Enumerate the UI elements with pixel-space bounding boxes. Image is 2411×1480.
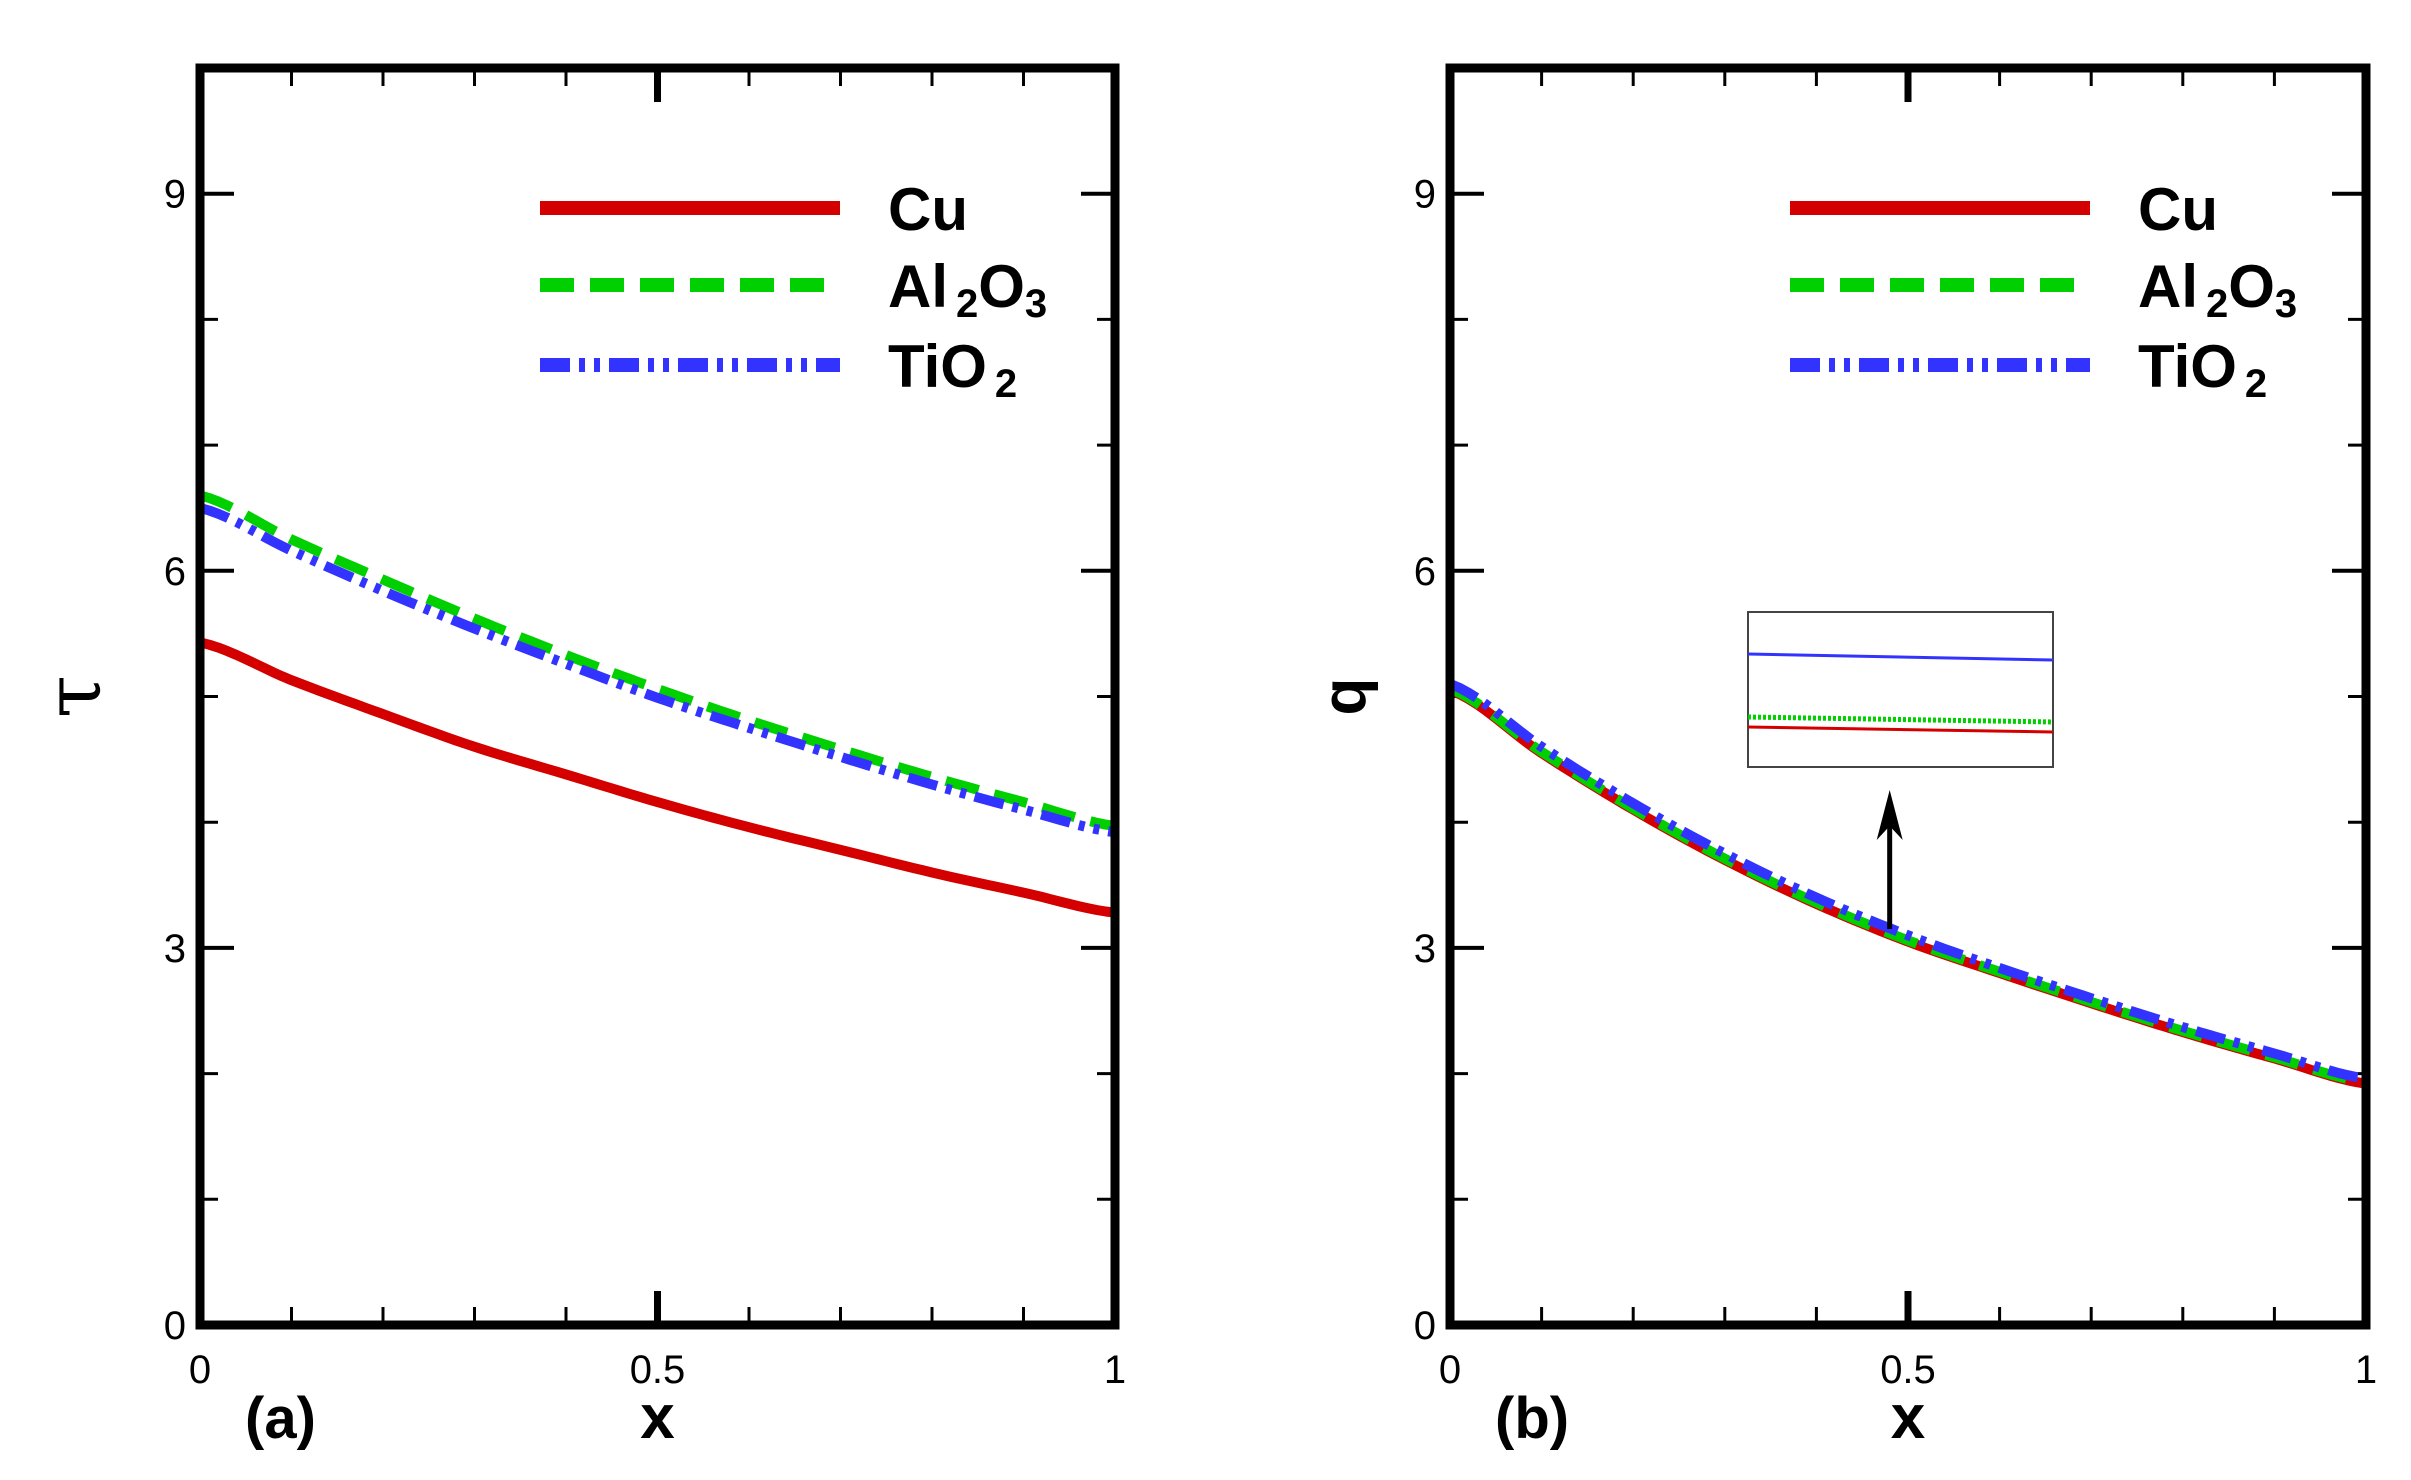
legend-subscript: 3 xyxy=(1025,282,1047,326)
x-tick-label: 1 xyxy=(2355,1348,2377,1392)
legend-label-tio2: TiO 2 xyxy=(2138,333,2267,406)
legend-label-al2o3: Al 2O3 xyxy=(2138,253,2297,326)
panel-label: (a) xyxy=(245,1386,316,1451)
series-line-tio2 xyxy=(198,503,1116,838)
legend-main-text: Cu xyxy=(888,176,968,243)
legend-main-text: O xyxy=(2228,253,2275,320)
y-tick-label: 0 xyxy=(1414,1304,1436,1348)
series-line-cu xyxy=(198,637,1116,918)
inset-line-al2o3 xyxy=(1747,714,2054,725)
panel-label: (b) xyxy=(1495,1386,1569,1451)
legend-main-text: TiO xyxy=(888,333,987,400)
y-tick-label: 9 xyxy=(164,173,186,217)
inset-line-tio2 xyxy=(1747,652,2054,662)
legend-subscript: 2 xyxy=(2206,282,2228,326)
y-tick-label: 6 xyxy=(164,550,186,594)
y-tick-label: 3 xyxy=(164,927,186,971)
x-axis-title: x xyxy=(640,1383,675,1452)
legend-subscript: 2 xyxy=(995,362,1017,406)
legend-main-text: Al xyxy=(888,253,948,320)
y-tick-label: 3 xyxy=(1414,927,1436,971)
x-tick-label: 0 xyxy=(1439,1348,1461,1392)
y-axis-title: q xyxy=(1310,678,1379,716)
legend-subscript: 2 xyxy=(956,282,978,326)
y-tick-label: 6 xyxy=(1414,550,1436,594)
y-axis-title: τ xyxy=(29,675,119,718)
y-tick-label: 9 xyxy=(1414,173,1436,217)
zoom-inset-box xyxy=(1747,611,2054,768)
x-tick-label: 0 xyxy=(189,1348,211,1392)
legend-label-al2o3: Al 2O3 xyxy=(888,253,1047,326)
legend-main-text: Al xyxy=(2138,253,2198,320)
arrow-head xyxy=(1876,790,1903,840)
plot-frame xyxy=(1445,63,2371,1330)
legend-label-cu: Cu xyxy=(888,176,968,243)
legend-main-text: Cu xyxy=(2138,176,2218,243)
y-tick-label: 0 xyxy=(164,1304,186,1348)
legend-main-text: TiO xyxy=(2138,333,2237,400)
series-line-tio2 xyxy=(1448,679,2367,1084)
x-axis-title: x xyxy=(1891,1383,1926,1452)
legend-subscript: 2 xyxy=(2245,362,2267,406)
inset-line-cu xyxy=(1747,725,2054,734)
legend-label-tio2: TiO 2 xyxy=(888,333,1017,406)
x-tick-label: 0.5 xyxy=(630,1348,686,1392)
series-line-al2o3 xyxy=(198,490,1116,831)
plot-frame xyxy=(195,63,1120,1330)
legend-label-cu: Cu xyxy=(2138,176,2218,243)
legend-subscript: 3 xyxy=(2275,282,2297,326)
x-tick-label: 0.5 xyxy=(1880,1348,1936,1392)
legend-main-text: O xyxy=(978,253,1025,320)
x-tick-label: 1 xyxy=(1104,1348,1126,1392)
